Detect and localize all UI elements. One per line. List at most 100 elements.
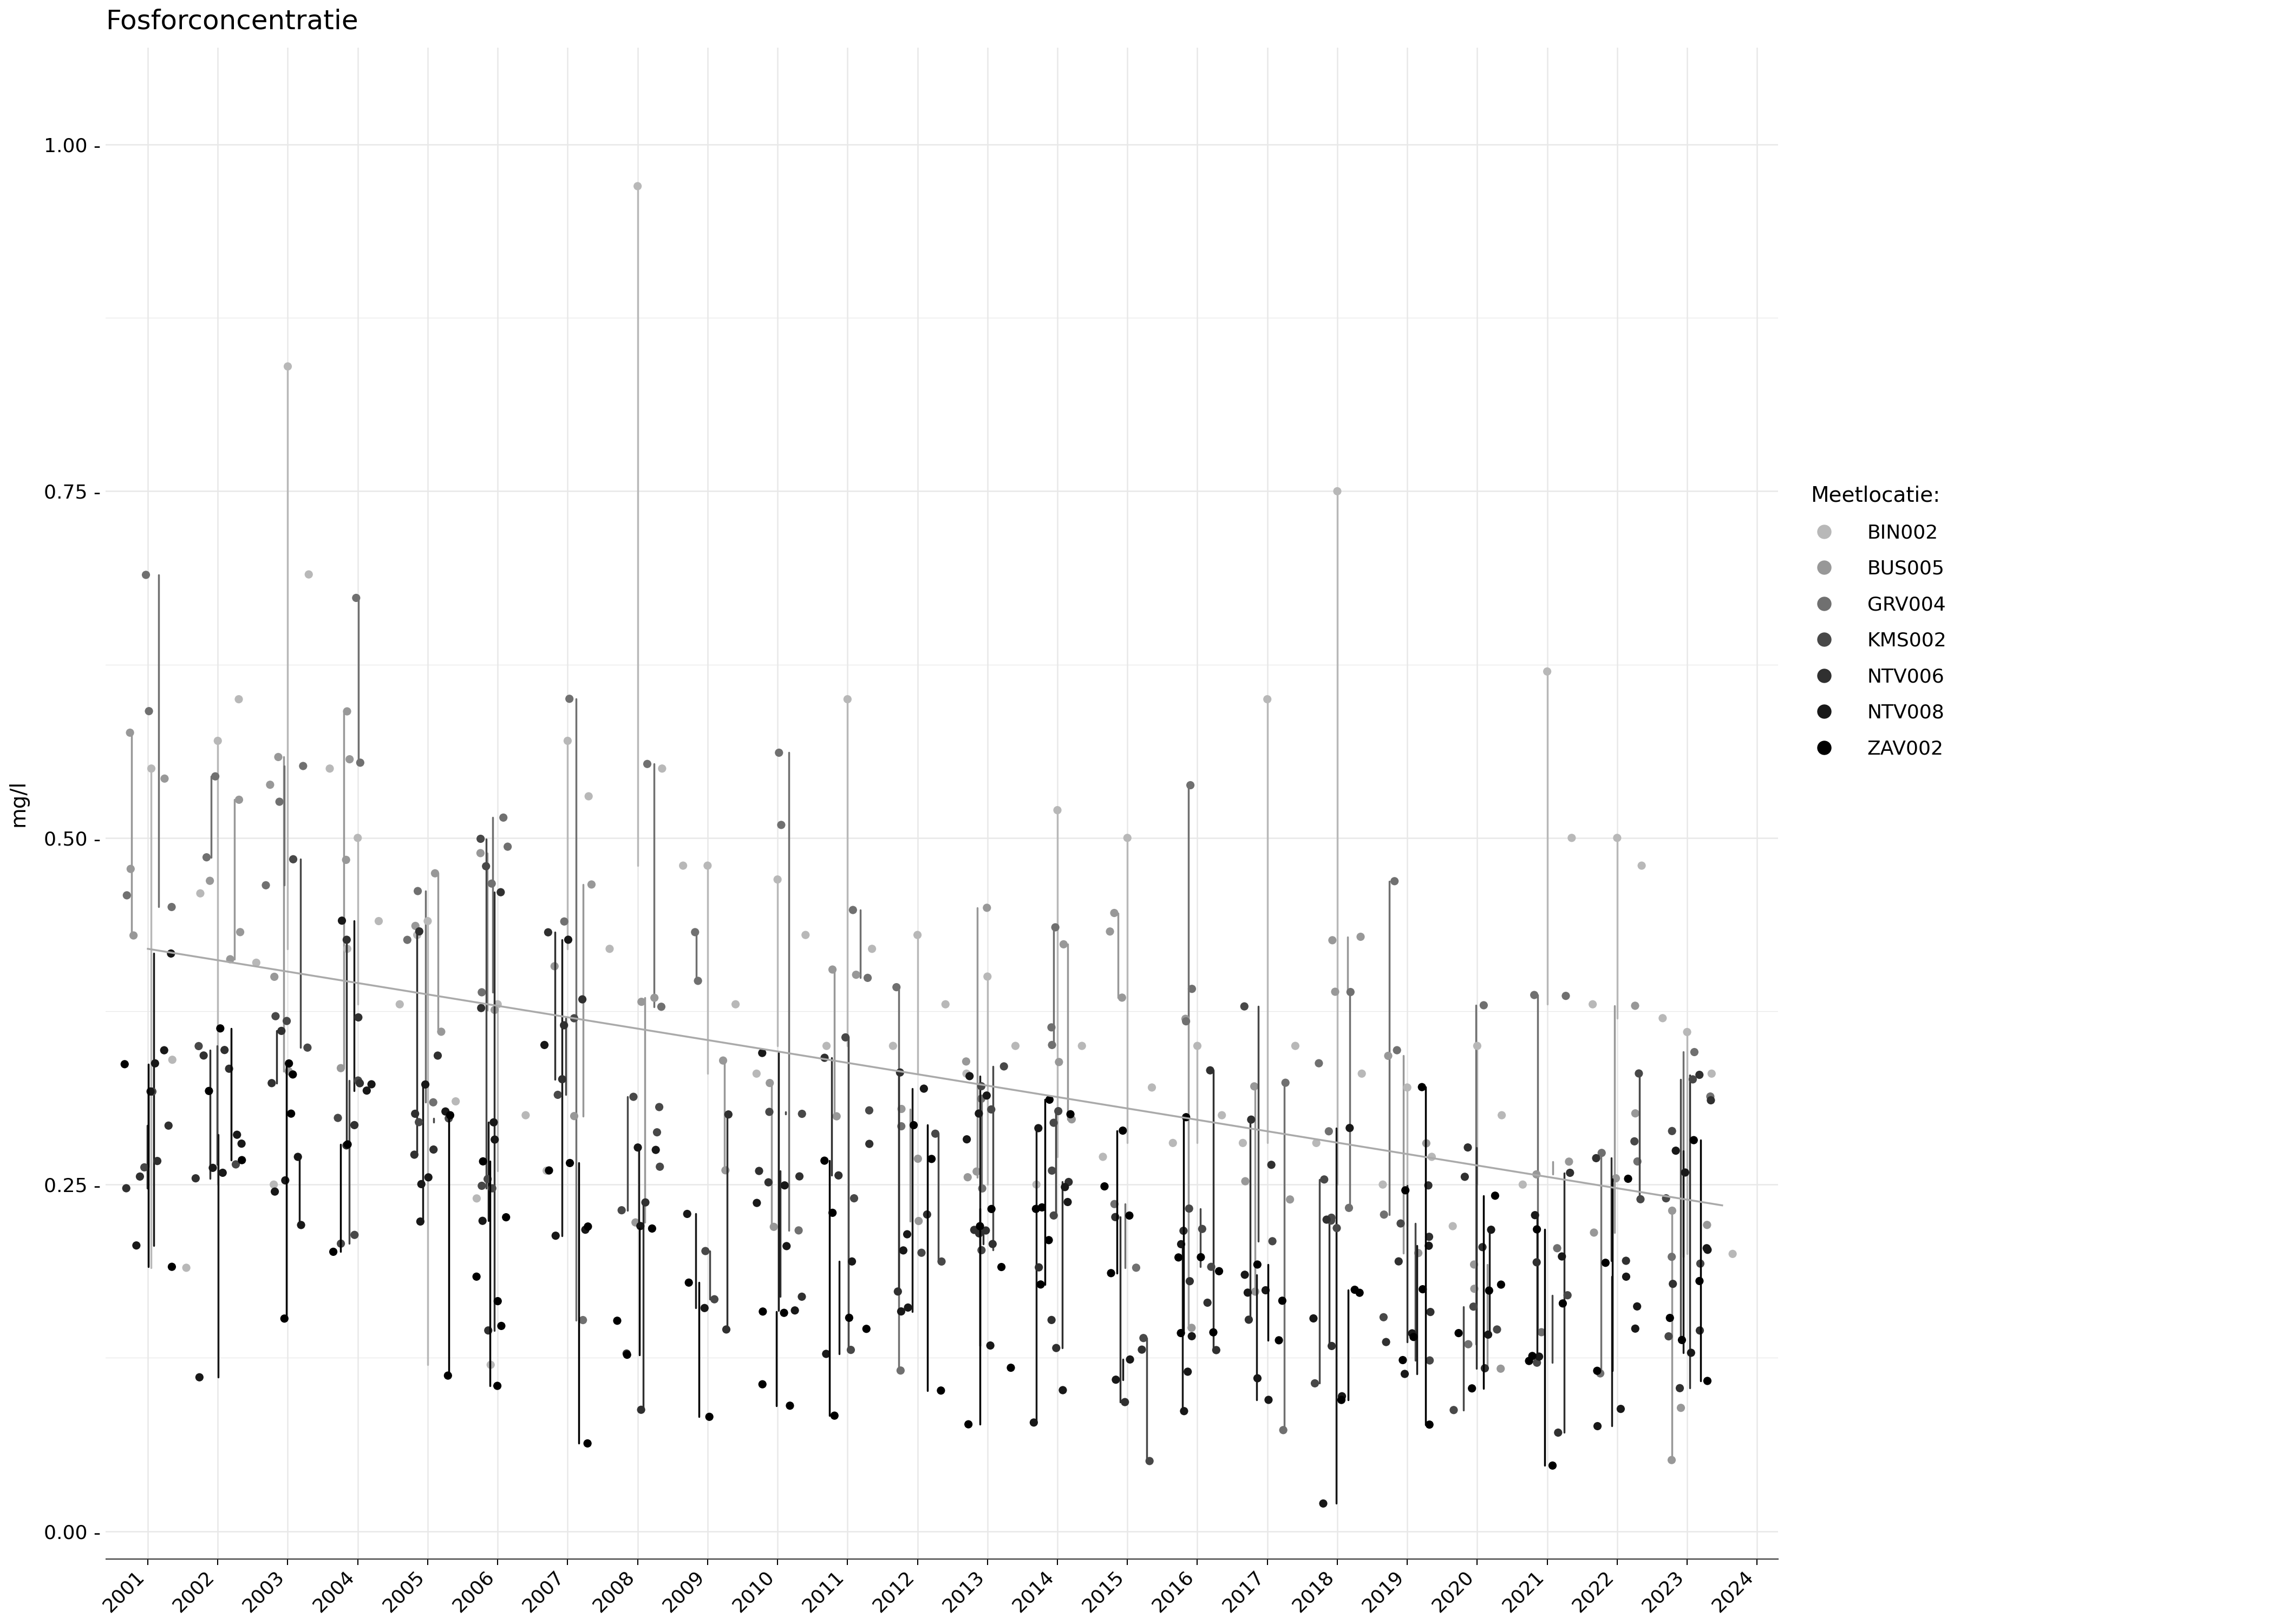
Point [507,1103,543,1129]
Point [1455,1276,1492,1302]
Point [1296,1371,1333,1397]
Point [211,947,248,973]
Point [1387,1177,1424,1203]
Point [1483,1356,1519,1382]
Point [616,1210,653,1236]
Point [1237,1073,1273,1099]
Point [807,1033,844,1059]
Point [1046,1174,1082,1200]
Point [1253,1151,1289,1177]
Point [189,844,225,870]
Point [969,963,1005,989]
Point [1676,1039,1712,1065]
Point [191,867,227,893]
Point [341,1004,377,1030]
Point [1196,1319,1233,1345]
Point [821,1163,857,1189]
Point [257,1179,293,1205]
Point [882,1114,919,1140]
Point [1519,1216,1555,1242]
Point [146,1038,182,1064]
Point [1680,1062,1717,1088]
Point [1310,1119,1346,1145]
Point [1194,1254,1230,1280]
Point [1251,1387,1287,1413]
Point [898,922,935,948]
Point [785,1101,821,1127]
Point [1414,1143,1451,1169]
Point [1405,1276,1442,1302]
Point [480,1372,516,1398]
Point [1519,1161,1555,1187]
Point [910,1202,946,1228]
Point [1653,1117,1690,1143]
Point [1453,1376,1489,1402]
Point [1312,1208,1348,1234]
Point [1369,1043,1405,1069]
Point [416,1090,453,1116]
Point [634,1215,671,1241]
Point [1551,1148,1587,1174]
Point [177,1166,214,1192]
Point [964,1237,1001,1263]
Point [1239,1252,1276,1278]
Point [998,1033,1035,1059]
Point [609,1340,646,1366]
Point [1455,1252,1492,1278]
Point [630,750,666,776]
Point [109,882,146,908]
Point [1464,992,1501,1018]
Point [1619,1148,1655,1174]
Point [948,1127,985,1153]
Point [1103,984,1139,1010]
Point [739,1060,775,1086]
Point [400,1109,437,1135]
Point [339,585,375,611]
Point [557,1103,594,1129]
Point [1478,1317,1514,1343]
Point [1653,1197,1690,1223]
Point [284,754,321,780]
Point [1171,771,1207,797]
Point [571,783,607,809]
Point [1387,1361,1424,1387]
Point [1230,1280,1267,1306]
Point [239,950,275,976]
Point [678,919,714,945]
Point [223,919,259,945]
Point [1599,825,1635,851]
Point [1389,1075,1426,1101]
Point [482,879,518,905]
Point [275,846,312,872]
Point [337,1112,373,1138]
Point [1226,1262,1262,1288]
Point [416,861,453,887]
Point [901,1208,937,1234]
Point [207,1038,243,1064]
Point [766,1299,803,1325]
Point [182,880,218,906]
Point [396,1142,432,1168]
Point [1112,1346,1148,1372]
Point [1096,1190,1132,1216]
Point [850,1098,887,1124]
Point [1032,1307,1069,1333]
Point [1169,1009,1205,1034]
Point [1342,1280,1378,1306]
Point [1401,1241,1437,1267]
Point [1617,1129,1653,1155]
Point [1669,1018,1706,1044]
Point [127,562,164,588]
Point [221,687,257,713]
Point [1587,1250,1624,1276]
Point [816,1403,853,1429]
Point [109,1176,146,1202]
Point [957,1158,994,1184]
Point [323,1056,359,1082]
Point [964,1176,1001,1202]
Point [200,728,236,754]
Point [280,1143,316,1169]
Point [123,1163,159,1189]
Point [1674,1067,1710,1093]
Point [1032,1086,1069,1112]
